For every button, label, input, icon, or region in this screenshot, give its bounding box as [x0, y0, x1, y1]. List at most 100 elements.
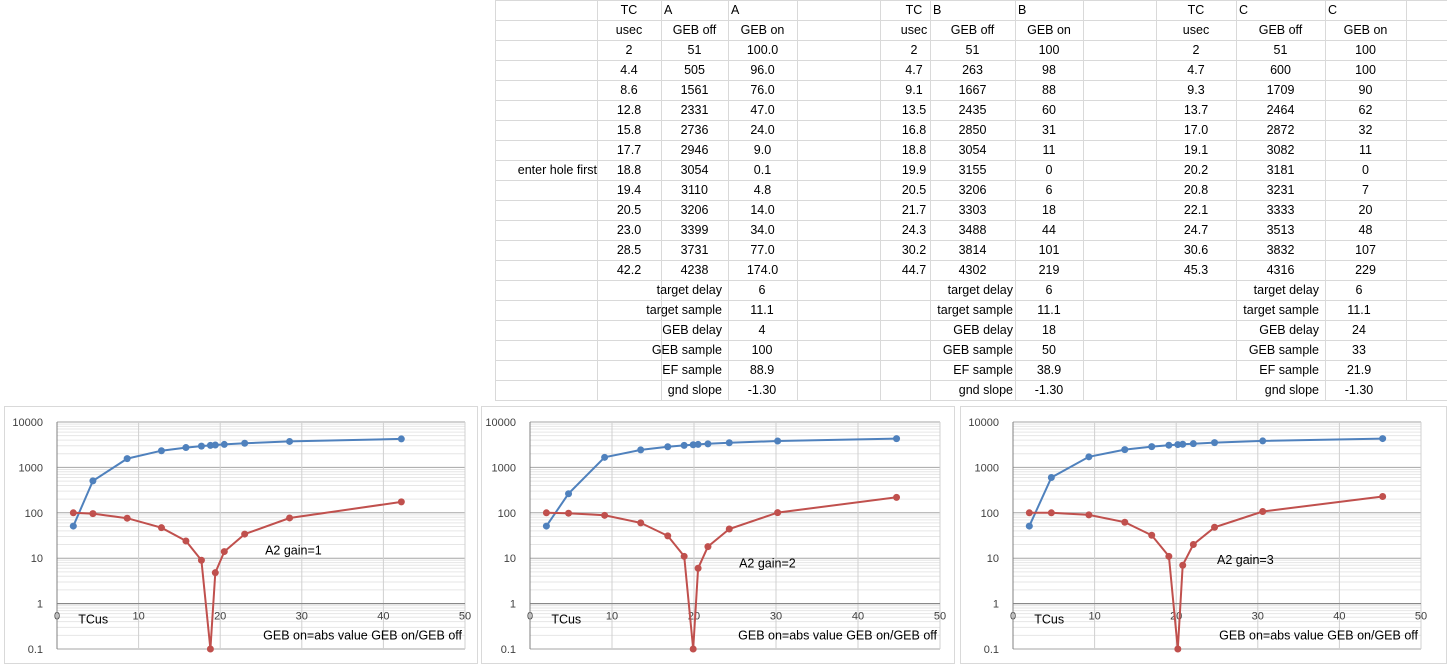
- cell-geb-off[interactable]: 3155: [958, 163, 987, 177]
- param-label[interactable]: target sample: [937, 303, 1013, 317]
- cell-geb-off[interactable]: 3110: [681, 183, 708, 197]
- param-label[interactable]: GEB delay: [662, 323, 722, 337]
- header-series[interactable]: B: [1018, 3, 1027, 17]
- data-point[interactable]: [1148, 443, 1156, 451]
- cell-geb-off[interactable]: 505: [684, 63, 705, 77]
- cell-geb-on[interactable]: 34.0: [750, 223, 775, 237]
- data-point[interactable]: [542, 522, 550, 530]
- data-point[interactable]: [220, 440, 228, 448]
- data-point[interactable]: [220, 548, 228, 556]
- data-point[interactable]: [206, 645, 214, 653]
- cell-geb-on[interactable]: 44: [1042, 223, 1056, 237]
- cell-geb-on[interactable]: 11: [1359, 143, 1372, 157]
- cell-geb-off[interactable]: 2850: [958, 123, 987, 137]
- data-point[interactable]: [89, 477, 97, 485]
- cell-tc[interactable]: 15.8: [616, 123, 642, 137]
- cell-geb-off[interactable]: 3082: [1266, 143, 1295, 157]
- data-point[interactable]: [69, 509, 77, 517]
- param-value[interactable]: 88.9: [749, 363, 775, 377]
- data-point[interactable]: [664, 532, 672, 540]
- data-point[interactable]: [1025, 522, 1033, 530]
- data-point[interactable]: [1121, 518, 1129, 526]
- param-label[interactable]: GEB delay: [1259, 323, 1319, 337]
- cell-geb-off[interactable]: 4316: [1266, 263, 1295, 277]
- cell-geb-on[interactable]: 96.0: [750, 63, 775, 77]
- header-tc[interactable]: TC: [1187, 3, 1205, 17]
- data-point[interactable]: [182, 444, 190, 452]
- param-value[interactable]: 6: [1355, 283, 1363, 297]
- cell-geb-on[interactable]: 101: [1038, 243, 1060, 257]
- param-label[interactable]: EF sample: [662, 363, 722, 377]
- data-point[interactable]: [1259, 437, 1267, 445]
- cell-geb-on[interactable]: 48: [1358, 223, 1373, 237]
- param-value[interactable]: 6: [1045, 283, 1053, 297]
- data-point[interactable]: [680, 441, 688, 449]
- data-point[interactable]: [1047, 473, 1055, 481]
- data-point[interactable]: [1189, 440, 1197, 448]
- cell-tc[interactable]: 45.3: [1183, 263, 1209, 277]
- param-value[interactable]: 4: [758, 323, 766, 337]
- cell-geb-on[interactable]: 4.8: [753, 183, 772, 197]
- header-tc[interactable]: TC: [905, 3, 923, 17]
- param-label[interactable]: GEB sample: [942, 343, 1013, 357]
- data-point[interactable]: [1179, 440, 1187, 448]
- cell-geb-on[interactable]: 107: [1355, 243, 1376, 257]
- data-point[interactable]: [286, 514, 294, 522]
- cell-geb-off[interactable]: 51: [965, 43, 980, 57]
- cell-geb-on[interactable]: 60: [1042, 103, 1056, 117]
- cell-geb-on[interactable]: 100: [1355, 43, 1376, 57]
- cell-geb-on[interactable]: 20: [1358, 203, 1373, 217]
- data-point[interactable]: [664, 443, 672, 451]
- data-point[interactable]: [1189, 541, 1197, 549]
- cell-tc[interactable]: 24.7: [1183, 223, 1209, 237]
- note-cell[interactable]: enter hole first: [517, 163, 597, 177]
- data-point[interactable]: [1025, 509, 1033, 517]
- data-point[interactable]: [89, 510, 97, 518]
- data-point[interactable]: [1211, 439, 1219, 447]
- data-point[interactable]: [689, 645, 697, 653]
- data-point[interactable]: [637, 519, 645, 527]
- data-point[interactable]: [893, 493, 901, 501]
- param-value[interactable]: -1.30: [1034, 383, 1064, 397]
- cell-geb-on[interactable]: 18: [1042, 203, 1056, 217]
- cell-geb-on[interactable]: 0.1: [753, 163, 772, 177]
- header-geb-on[interactable]: GEB on: [1027, 23, 1071, 37]
- cell-geb-on[interactable]: 47.0: [750, 103, 775, 117]
- param-value[interactable]: 21.9: [1346, 363, 1372, 377]
- param-value[interactable]: 38.9: [1036, 363, 1062, 377]
- cell-tc[interactable]: 16.8: [901, 123, 927, 137]
- cell-geb-off[interactable]: 1561: [680, 83, 709, 97]
- param-label[interactable]: target delay: [656, 283, 722, 297]
- cell-geb-on[interactable]: 6: [1045, 183, 1053, 197]
- data-point[interactable]: [565, 509, 573, 517]
- cell-tc[interactable]: 23.0: [616, 223, 642, 237]
- param-label[interactable]: EF sample: [1259, 363, 1319, 377]
- cell-geb-off[interactable]: 2331: [680, 103, 709, 117]
- data-point[interactable]: [123, 455, 131, 463]
- header-tc[interactable]: TC: [620, 3, 638, 17]
- param-label[interactable]: target sample: [1243, 303, 1319, 317]
- data-point[interactable]: [286, 437, 294, 445]
- cell-geb-off[interactable]: 2872: [1266, 123, 1295, 137]
- data-point[interactable]: [397, 498, 405, 506]
- cell-geb-off[interactable]: 2435: [958, 103, 987, 117]
- data-point[interactable]: [182, 537, 190, 545]
- chart-3[interactable]: 0.111010010001000001020304050TCusA2 gain…: [960, 406, 1447, 664]
- cell-tc[interactable]: 4.4: [620, 63, 638, 77]
- cell-geb-off[interactable]: 3303: [958, 203, 987, 217]
- cell-geb-on[interactable]: 88: [1042, 83, 1056, 97]
- cell-geb-off[interactable]: 3513: [1266, 223, 1295, 237]
- cell-tc[interactable]: 17.0: [1183, 123, 1209, 137]
- cell-geb-off[interactable]: 51: [687, 43, 702, 57]
- cell-tc[interactable]: 20.8: [1183, 183, 1209, 197]
- data-point[interactable]: [1259, 507, 1267, 515]
- cell-tc[interactable]: 21.7: [901, 203, 927, 217]
- cell-tc[interactable]: 22.1: [1183, 203, 1209, 217]
- cell-geb-on[interactable]: 11: [1042, 143, 1056, 157]
- param-value[interactable]: 6: [758, 283, 766, 297]
- data-point[interactable]: [1165, 441, 1173, 449]
- cell-tc[interactable]: 42.2: [616, 263, 642, 277]
- param-label[interactable]: GEB sample: [1248, 343, 1319, 357]
- cell-geb-off[interactable]: 600: [1270, 63, 1291, 77]
- data-point[interactable]: [774, 509, 782, 517]
